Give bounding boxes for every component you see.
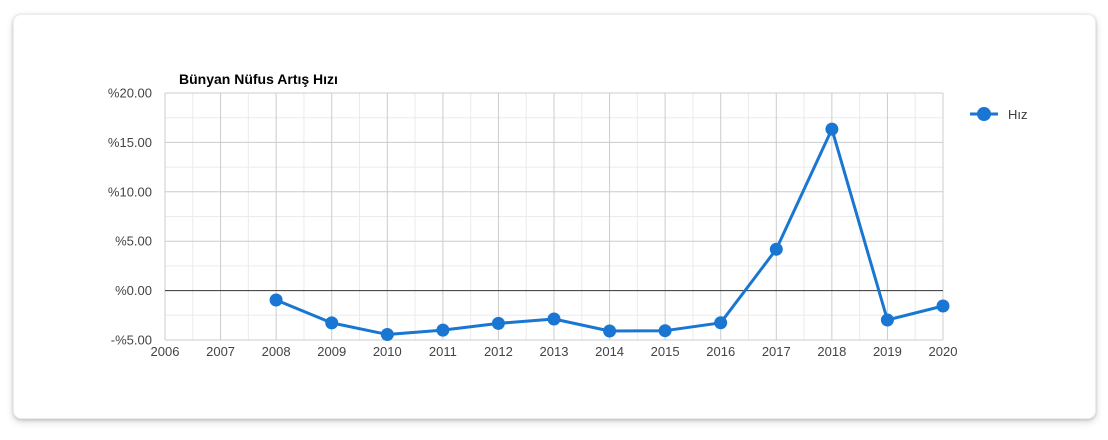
data-point-2015[interactable] — [658, 324, 672, 338]
x-tick-label: 2008 — [262, 344, 291, 359]
x-tick-label: 2016 — [706, 344, 735, 359]
data-point-2016[interactable] — [714, 316, 728, 330]
x-tick-label: 2018 — [817, 344, 846, 359]
x-tick-label: 2010 — [373, 344, 402, 359]
legend[interactable]: Hız — [968, 105, 1028, 123]
data-point-2012[interactable] — [491, 316, 505, 330]
x-tick-label: 2015 — [651, 344, 680, 359]
legend-dot-icon — [977, 107, 991, 121]
data-point-2009[interactable] — [325, 316, 339, 330]
y-tick-label: %5.00 — [115, 234, 152, 249]
data-point-2020[interactable] — [936, 299, 950, 313]
data-point-2014[interactable] — [603, 324, 617, 338]
x-tick-label: 2011 — [429, 344, 457, 359]
data-point-2019[interactable] — [880, 313, 894, 327]
legend-label: Hız — [1008, 106, 1028, 122]
x-tick-label: 2009 — [317, 344, 346, 359]
legend-marker-hiz — [970, 107, 998, 121]
y-tick-label: %0.00 — [115, 283, 152, 298]
data-point-2017[interactable] — [769, 242, 783, 256]
x-tick-label: 2014 — [595, 344, 624, 359]
data-point-2018[interactable] — [825, 122, 839, 136]
y-tick-label: -%5.00 — [111, 333, 152, 348]
x-tick-label: 2020 — [929, 344, 958, 359]
data-point-2013[interactable] — [547, 312, 561, 326]
x-tick-label: 2019 — [873, 344, 902, 359]
data-point-2008[interactable] — [269, 293, 283, 307]
data-point-2010[interactable] — [380, 328, 394, 341]
data-point-2011[interactable] — [436, 323, 450, 337]
y-tick-label: %10.00 — [108, 184, 152, 199]
y-tick-label: %20.00 — [108, 86, 152, 101]
x-tick-label: 2006 — [151, 344, 180, 359]
x-tick-label: 2012 — [484, 344, 513, 359]
y-tick-label: %15.00 — [108, 135, 152, 150]
chart-title: Bünyan Nüfus Artış Hızı — [179, 71, 338, 87]
x-tick-label: 2013 — [540, 344, 569, 359]
x-tick-label: 2017 — [762, 344, 791, 359]
x-tick-label: 2007 — [206, 344, 235, 359]
